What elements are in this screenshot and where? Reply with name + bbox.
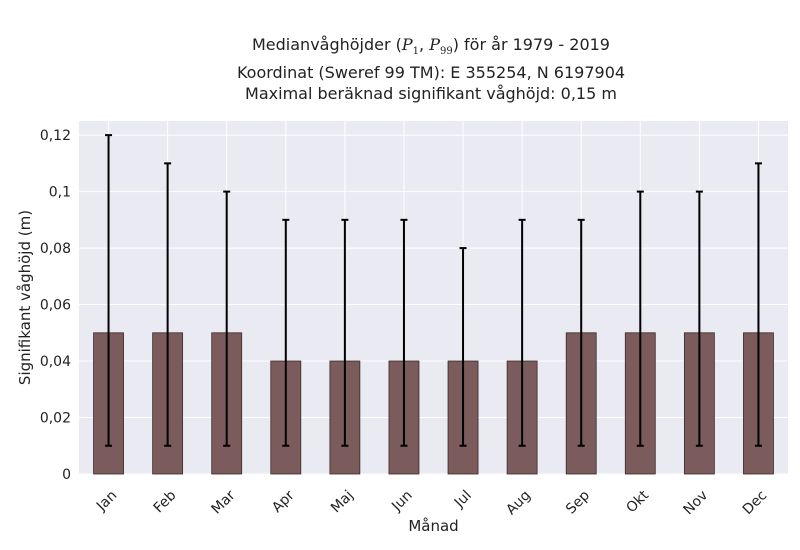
title-separator: , <box>419 35 430 54</box>
title-p1-symbol: P <box>401 35 413 54</box>
x-axis-ticks: Jan Feb Mar Apr Maj Jun Jul Aug Sep Okt Nov Dec <box>93 487 770 518</box>
error-bars <box>105 134 762 447</box>
plot-area <box>79 121 788 474</box>
x-tick-label: Nov <box>681 488 712 519</box>
x-tick-label: Okt <box>623 487 652 516</box>
y-axis-label: Signifikant våghöjd (m) <box>16 210 34 385</box>
x-tick-label: Jul <box>451 488 475 512</box>
x-tick-label: Jan <box>93 488 120 515</box>
chart-title-line-2: Koordinat (Sweref 99 TM): E 355254, N 61… <box>236 63 626 83</box>
y-tick-label: 0,08 <box>40 241 71 257</box>
chart-title: Medianvåghöjder (P1, P99) för år 1979 - … <box>231 34 631 104</box>
y-tick-label: 0,04 <box>40 354 71 370</box>
x-tick-label: Feb <box>151 487 180 516</box>
x-tick-label: Maj <box>328 488 357 517</box>
chart-title-line-1: Medianvåghöjder (P1, P99) för år 1979 - … <box>231 34 631 62</box>
chart-title-line-3: Maximal beräknad signifikant våghöjd: 0,… <box>245 84 617 104</box>
x-tick-label: Jun <box>388 488 415 515</box>
title-p99-subscript: 99 <box>439 46 453 58</box>
y-tick-label: 0,12 <box>40 128 71 144</box>
x-tick-label: Dec <box>740 488 770 518</box>
x-tick-label: Mar <box>209 487 239 517</box>
title-p1-subscript: 1 <box>412 46 420 58</box>
title-p99-symbol: P <box>429 35 440 54</box>
title-suffix: ) för år 1979 - 2019 <box>452 35 610 54</box>
x-tick-label: Aug <box>503 488 534 519</box>
y-tick-label: 0,1 <box>49 185 71 201</box>
y-tick-label: 0,06 <box>40 298 71 314</box>
y-tick-label: 0,02 <box>40 411 71 427</box>
title-prefix: Medianvåghöjder ( <box>252 35 402 54</box>
x-tick-label: Apr <box>269 487 298 516</box>
x-axis-label: Månad <box>408 517 458 535</box>
x-tick-label: Sep <box>563 487 593 517</box>
y-axis-ticks: 0 0,02 0,04 0,06 0,08 0,1 0,12 <box>40 128 71 483</box>
y-tick-label: 0 <box>62 467 71 483</box>
